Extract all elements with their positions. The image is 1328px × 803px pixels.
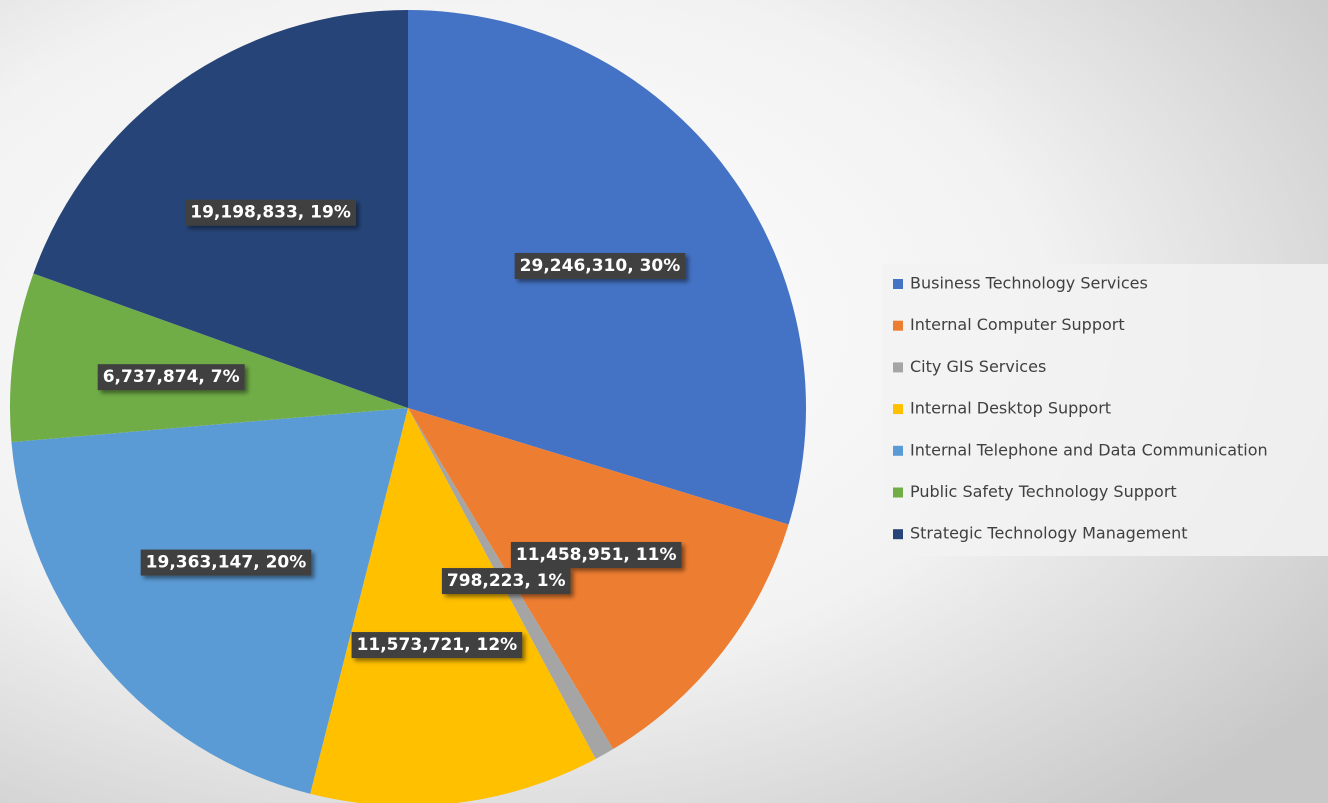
data-labels: 29,246,310, 30% 11,458,951, 11% 798,223, 1… [97,199,686,659]
data-label: 19,198,833, 19% [190,203,351,223]
pie-slice [10,273,409,443]
data-label: 11,458,951, 11% [516,545,677,565]
legend-label: Internal Desktop Support [910,399,1111,418]
legend-box [882,264,1328,556]
pie-slice [408,408,789,749]
data-label-box [97,364,245,391]
legend-label: Internal Computer Support [910,315,1125,334]
data-label: 798,223, 1% [447,571,566,591]
data-label-box [140,549,312,576]
legend: Business Technology Services Internal Com… [893,274,1268,543]
legend-label: Strategic Technology Management [910,524,1188,543]
data-label-box [514,252,686,279]
legend-label: City GIS Services [910,357,1046,376]
data-label-box [510,541,682,568]
data-label: 11,573,721, 12% [357,635,518,655]
data-label: 29,246,310, 30% [520,256,681,276]
data-label: 6,737,874, 7% [103,367,240,387]
legend-swatch [893,362,903,373]
legend-swatch [893,320,903,331]
pie-slice [310,408,596,803]
legend-label: Business Technology Services [910,274,1148,293]
pie-slice [11,408,409,794]
legend-label: Public Safety Technology Support [910,482,1177,501]
data-label: 19,363,147, 20% [146,553,307,573]
legend-swatch [893,279,903,289]
legend-swatch [893,487,903,498]
pie [10,10,806,803]
legend-swatch [893,529,903,540]
data-label-box [351,632,523,659]
data-label-box [441,568,571,595]
data-label-box [185,199,356,226]
legend-label: Internal Telephone and Data Communicatio… [910,440,1268,459]
legend-swatch [893,404,903,415]
legend-swatch [893,445,903,456]
